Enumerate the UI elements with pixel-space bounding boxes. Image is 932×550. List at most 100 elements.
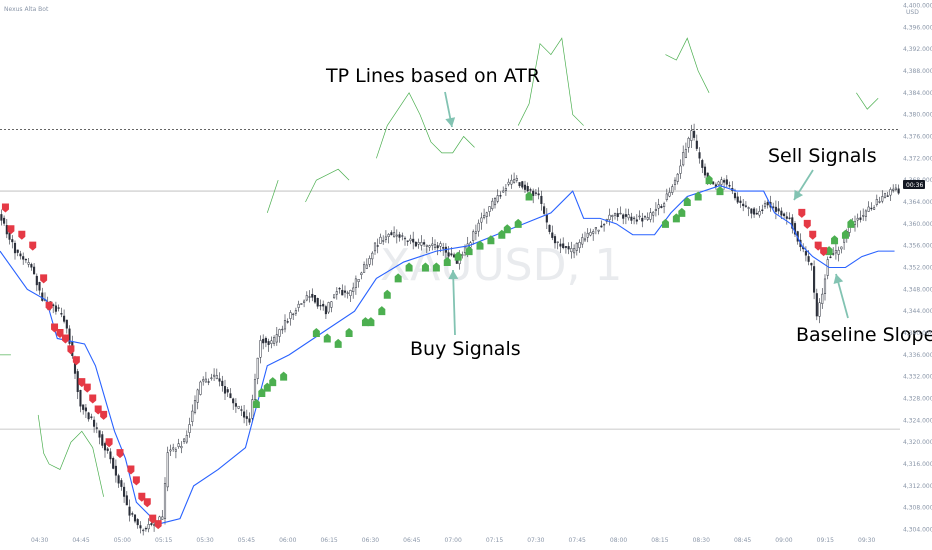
candle-body bbox=[248, 418, 251, 423]
candle-body bbox=[352, 287, 355, 292]
candle-body bbox=[13, 242, 17, 254]
candle-body bbox=[439, 243, 442, 247]
candle bbox=[196, 388, 199, 410]
candle-body bbox=[240, 409, 243, 411]
candle-body bbox=[638, 215, 641, 218]
candle bbox=[335, 287, 338, 300]
candle-body bbox=[592, 231, 595, 234]
candle bbox=[90, 413, 93, 420]
candle-body bbox=[518, 182, 521, 187]
time-axis[interactable]: 04:30 04:45 05:00 05:15 05:30 05:45 06:00 06:15… bbox=[31, 537, 875, 544]
candle bbox=[646, 212, 649, 222]
candle bbox=[477, 219, 480, 237]
price-tick-label: 4,336.000 bbox=[903, 352, 932, 359]
candle-body bbox=[510, 179, 513, 185]
candle-body bbox=[3, 217, 6, 224]
candle-body bbox=[736, 196, 739, 203]
candle bbox=[333, 294, 336, 299]
buy-signal bbox=[825, 246, 833, 256]
sell-signal bbox=[29, 241, 37, 251]
annotation-arrows bbox=[444, 91, 849, 336]
candle bbox=[267, 338, 270, 352]
candle-body bbox=[622, 214, 625, 219]
candle-body bbox=[693, 130, 696, 138]
candle-body bbox=[897, 188, 900, 194]
candle-body bbox=[600, 225, 603, 228]
candle bbox=[433, 239, 437, 251]
candle bbox=[234, 398, 237, 413]
candle-body bbox=[294, 310, 297, 314]
candle bbox=[193, 395, 197, 415]
candle-body bbox=[657, 204, 660, 209]
candle-body bbox=[673, 179, 677, 185]
candle bbox=[545, 208, 548, 229]
candle bbox=[199, 380, 202, 396]
candle-body bbox=[493, 197, 497, 206]
candle-body bbox=[442, 247, 445, 249]
candle bbox=[349, 289, 352, 302]
candle bbox=[240, 405, 243, 417]
candle bbox=[815, 288, 818, 321]
price-axis[interactable]: 4,400.000 4,396.000 4,392.000 4,388.000 4,38… bbox=[903, 2, 932, 533]
candle bbox=[630, 212, 633, 224]
candle bbox=[504, 183, 507, 196]
candle bbox=[862, 208, 865, 221]
buy-signal bbox=[705, 175, 713, 185]
candle-body bbox=[499, 195, 502, 197]
candle bbox=[826, 256, 829, 280]
candle-body bbox=[63, 315, 66, 322]
candle bbox=[423, 239, 426, 247]
candle bbox=[215, 368, 218, 380]
candle-body bbox=[717, 181, 720, 185]
candle-body bbox=[373, 242, 377, 252]
candle bbox=[387, 233, 390, 244]
candle-body bbox=[488, 206, 491, 212]
candle-body bbox=[483, 215, 486, 218]
candle bbox=[523, 180, 527, 194]
candle-body bbox=[183, 438, 186, 442]
candle-body bbox=[627, 214, 630, 219]
candle-body bbox=[815, 293, 818, 317]
candle bbox=[226, 387, 229, 397]
candle bbox=[586, 228, 589, 243]
candle bbox=[207, 378, 210, 386]
candle-body bbox=[474, 231, 477, 234]
candle bbox=[791, 214, 794, 234]
candle bbox=[428, 244, 431, 252]
time-tick-label: 04:30 bbox=[31, 537, 48, 544]
candle-body bbox=[109, 451, 112, 460]
candle bbox=[371, 251, 374, 266]
time-tick-label: 05:00 bbox=[114, 537, 131, 544]
candle-body bbox=[401, 235, 404, 237]
candle-body bbox=[682, 152, 685, 166]
candle bbox=[136, 518, 139, 529]
candle-body bbox=[313, 295, 317, 303]
candle bbox=[834, 243, 837, 260]
buy-signal bbox=[345, 328, 353, 338]
symbol-watermark: XAUUSD, 1 bbox=[380, 240, 622, 291]
buy-signal bbox=[334, 338, 342, 348]
candle bbox=[68, 325, 71, 349]
candle bbox=[682, 145, 685, 167]
candle-body bbox=[79, 389, 82, 407]
time-tick-label: 08:15 bbox=[651, 537, 668, 544]
candle-body bbox=[147, 524, 150, 530]
candle-body bbox=[169, 449, 172, 452]
candle bbox=[352, 282, 355, 299]
candle-body bbox=[221, 380, 224, 387]
candle-body bbox=[660, 206, 663, 208]
candle bbox=[532, 188, 535, 204]
candle bbox=[431, 237, 434, 251]
time-tick-label: 05:45 bbox=[238, 537, 255, 544]
candle-body bbox=[837, 249, 840, 255]
candle-body bbox=[515, 178, 518, 181]
candle-body bbox=[496, 195, 499, 202]
candle-body bbox=[319, 304, 322, 307]
candle-body bbox=[185, 434, 188, 443]
candle bbox=[783, 212, 786, 220]
candle-body bbox=[144, 527, 147, 530]
candle-body bbox=[586, 232, 589, 238]
buy-signal bbox=[694, 191, 702, 201]
candle bbox=[725, 175, 728, 188]
